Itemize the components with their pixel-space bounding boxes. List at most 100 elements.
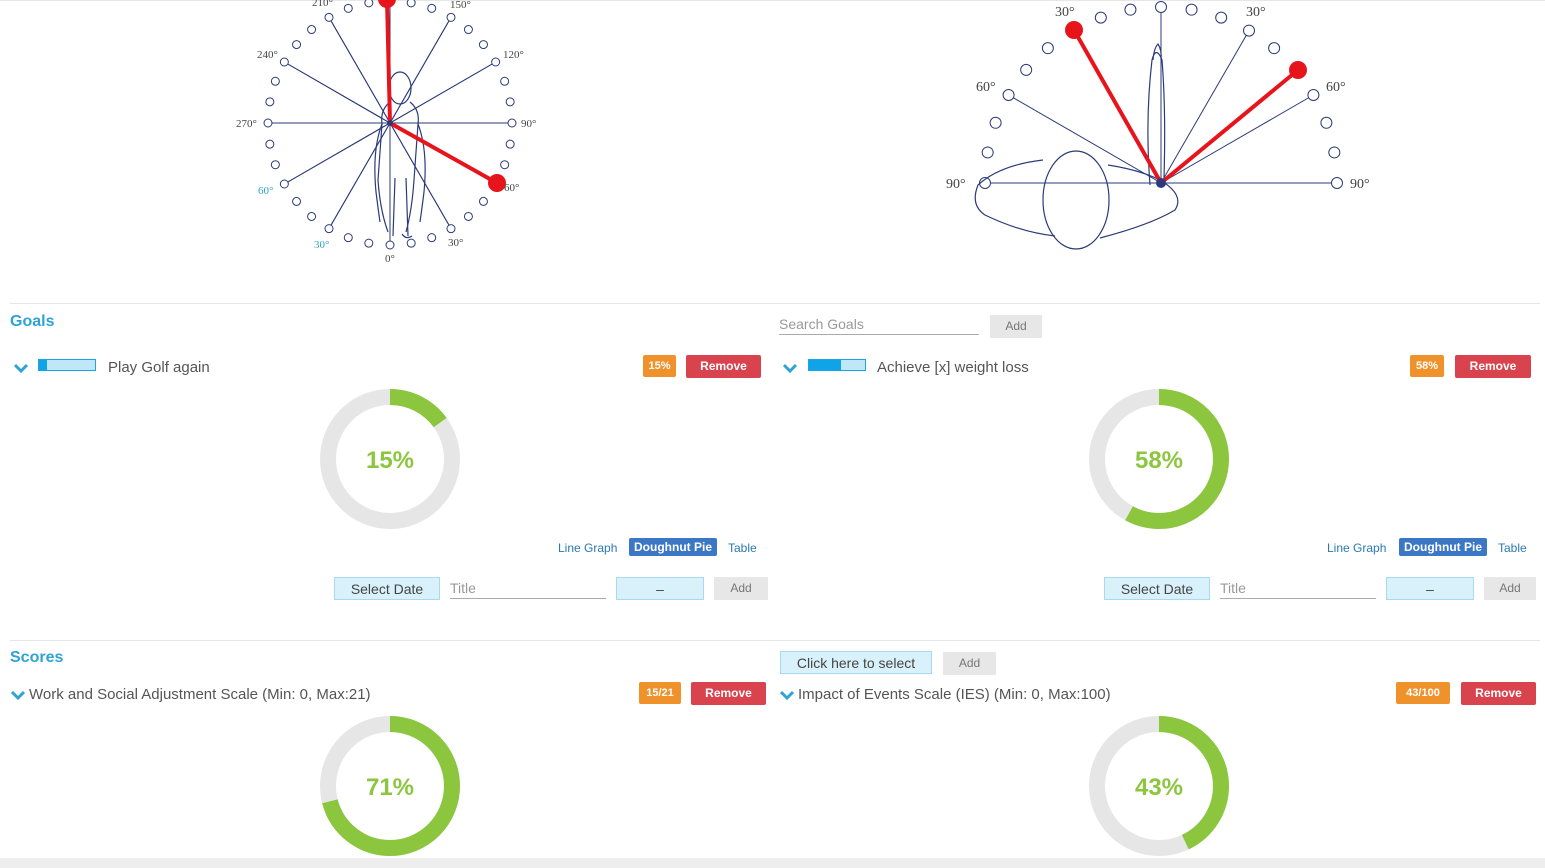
goal-1-table-tab[interactable]: Table [728, 541, 757, 555]
front-diagram-tick-circle[interactable] [463, 25, 473, 35]
goal-1-title: Play Golf again [108, 359, 210, 376]
top-label-60-left: 60° [976, 80, 996, 95]
top-diagram-tick-circle[interactable] [1002, 89, 1015, 101]
top-diagram-ray [1008, 94, 1162, 184]
score-2-remove-button[interactable]: Remove [1461, 682, 1536, 705]
front-diagram-tick-circle[interactable] [270, 76, 280, 86]
score-1-remove-button[interactable]: Remove [691, 682, 766, 705]
front-diagram-tick-circle[interactable] [427, 233, 437, 243]
front-diagram-tick-circle[interactable] [446, 12, 456, 22]
goal-2-doughnut-pie-tab[interactable]: Doughnut Pie [1399, 538, 1487, 556]
score-2-badge: 43/100 [1396, 682, 1450, 704]
top-diagram-tick-circle[interactable] [1124, 3, 1137, 16]
front-label-240: 240° [257, 49, 278, 61]
front-diagram-tick-circle[interactable] [324, 12, 334, 22]
front-red-handle-up[interactable] [378, 0, 396, 8]
front-diagram-tick-circle[interactable] [406, 238, 416, 248]
score-2-chevron-down-icon[interactable] [779, 689, 795, 701]
front-diagram-tick-circle[interactable] [307, 211, 317, 221]
goal-2-progress-bar [808, 359, 866, 371]
front-diagram-tick-circle[interactable] [292, 40, 302, 50]
scores-select-button[interactable]: Click here to select [780, 651, 932, 674]
donut-center-label: 43% [1135, 774, 1183, 801]
goal-2-doughnut-chart: 58% [1089, 389, 1229, 529]
top-diagram-tick-circle[interactable] [1331, 177, 1343, 189]
top-diagram-tick-circle[interactable] [1020, 63, 1033, 76]
donut-progress-arc [1089, 716, 1229, 856]
front-label-90: 90° [521, 118, 536, 130]
front-diagram-tick-circle[interactable] [292, 196, 302, 206]
front-diagram-tick-circle[interactable] [406, 0, 416, 8]
top-label-90-right: 90° [1350, 177, 1370, 192]
goal-1-select-date-button[interactable]: Select Date [334, 577, 440, 600]
front-diagram-tick-circle[interactable] [364, 0, 374, 8]
front-diagram-tick-circle[interactable] [500, 76, 510, 86]
top-label-30-right: 30° [1246, 5, 1266, 20]
front-diagram-tick-circle[interactable] [463, 211, 473, 221]
front-diagram-tick-circle[interactable] [324, 224, 334, 234]
goal-2-badge: 58% [1410, 355, 1444, 377]
goal-1-add-button[interactable]: Add [714, 577, 768, 600]
front-diagram-tick-circle[interactable] [343, 233, 353, 243]
front-diagram-tick-circle[interactable] [263, 118, 273, 128]
goal-2-select-date-button[interactable]: Select Date [1104, 577, 1210, 600]
goal-1-progress-bar [38, 359, 96, 371]
top-red-handle-left[interactable] [1065, 21, 1083, 39]
goal-1-title-input[interactable] [450, 580, 606, 599]
goal-1-doughnut-pie-tab[interactable]: Doughnut Pie [629, 538, 717, 556]
top-view-shoulder-diagram[interactable]: 30° 30° 60° 60° 90° 90° [940, 0, 1380, 260]
front-diagram-tick-circle[interactable] [279, 57, 289, 67]
scores-section-title: Scores [10, 649, 64, 666]
top-border [0, 0, 1545, 1]
top-diagram-tick-circle[interactable] [1328, 146, 1341, 159]
front-diagram-tick-circle[interactable] [491, 57, 501, 67]
front-body-rotation-diagram[interactable]: 210° 150° 240° 270° 120° 90° 60° 30° 0° … [230, 0, 550, 275]
top-diagram-tick-circle[interactable] [1155, 1, 1167, 13]
top-diagram-tick-circle[interactable] [1215, 11, 1228, 24]
search-goals-add-button[interactable]: Add [990, 315, 1042, 338]
top-diagram-tick-circle[interactable] [1185, 3, 1198, 16]
goal-1-line-graph-tab[interactable]: Line Graph [558, 541, 618, 555]
goal-2-remove-button[interactable]: Remove [1455, 355, 1531, 378]
goal-2-chevron-down-icon[interactable] [782, 362, 798, 374]
top-diagram-tick-circle[interactable] [1268, 42, 1281, 55]
front-diagram-tick-circle[interactable] [265, 139, 275, 149]
front-diagram-tick-circle[interactable] [478, 196, 488, 206]
front-diagram-tick-circle[interactable] [507, 118, 517, 128]
top-diagram-tick-circle[interactable] [1320, 116, 1333, 129]
front-diagram-tick-circle[interactable] [265, 97, 275, 107]
top-diagram-tick-circle[interactable] [1307, 89, 1320, 101]
front-diagram-tick-circle[interactable] [505, 139, 515, 149]
front-diagram-tick-circle[interactable] [446, 224, 456, 234]
goal-1-value-field[interactable]: – [616, 577, 704, 600]
goal-2-title-input[interactable] [1220, 580, 1376, 599]
goal-1-remove-button[interactable]: Remove [686, 355, 761, 378]
front-diagram-tick-circle[interactable] [385, 240, 395, 250]
front-diagram-tick-circle[interactable] [427, 3, 437, 13]
front-diagram-tick-circle[interactable] [279, 179, 289, 189]
front-diagram-tick-circle[interactable] [270, 160, 280, 170]
front-diagram-tick-circle[interactable] [364, 238, 374, 248]
scores-add-button[interactable]: Add [943, 652, 996, 675]
front-diagram-tick-circle[interactable] [343, 3, 353, 13]
top-diagram-tick-circle[interactable] [1094, 11, 1107, 24]
top-diagram-tick-circle[interactable] [981, 146, 994, 159]
goal-2-value-field[interactable]: – [1386, 577, 1474, 600]
top-diagram-tick-circle[interactable] [1041, 42, 1054, 55]
front-diagram-tick-circle[interactable] [307, 25, 317, 35]
top-red-handle-right[interactable] [1289, 61, 1307, 79]
search-goals-input[interactable] [779, 316, 979, 335]
front-red-handle-side[interactable] [488, 174, 506, 192]
score-1-chevron-down-icon[interactable] [10, 689, 26, 701]
top-view-head-figure [974, 43, 1179, 250]
divider-scores [10, 640, 1540, 641]
front-diagram-tick-circle[interactable] [505, 97, 515, 107]
goal-1-chevron-down-icon[interactable] [13, 362, 29, 374]
top-diagram-tick-circle[interactable] [989, 116, 1002, 129]
front-diagram-tick-circle[interactable] [478, 40, 488, 50]
front-diagram-tick-circle[interactable] [500, 160, 510, 170]
goal-2-table-tab[interactable]: Table [1498, 541, 1527, 555]
top-diagram-tick-circle[interactable] [1243, 24, 1255, 37]
goal-2-line-graph-tab[interactable]: Line Graph [1327, 541, 1387, 555]
goal-2-add-button[interactable]: Add [1484, 577, 1536, 600]
